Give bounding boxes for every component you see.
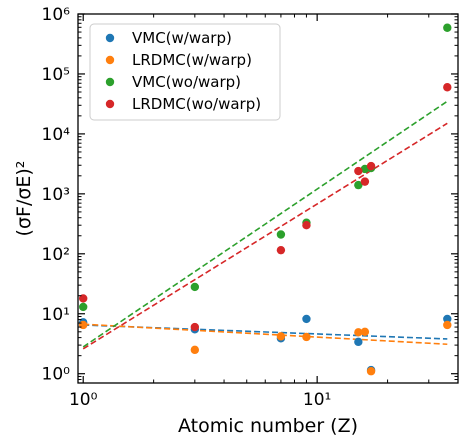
- y-tick-label: 10⁰: [42, 365, 71, 385]
- y-axis-ticks: 10⁰ 10¹ 10² 10³ 10⁴ 10⁵ 10⁶: [42, 5, 458, 385]
- data-point-2-2: [276, 230, 286, 239]
- legend: VMC(w/warp) LRDMC(w/warp) VMC(wo/warp) LRDM…: [89, 23, 281, 121]
- y-tick-label: 10⁵: [42, 65, 70, 85]
- x-axis-ticks: 10⁰ 10¹: [69, 14, 459, 410]
- y-tick-label: 10⁴: [42, 125, 71, 145]
- fit-line-1: [83, 323, 448, 346]
- data-point-3-1: [190, 322, 200, 332]
- legend-marker-3: [105, 99, 115, 109]
- x-tick-label: 10¹: [303, 390, 331, 410]
- legend-label-1: LRDMC(w/warp): [132, 51, 252, 69]
- legend-label-0: VMC(w/warp): [132, 29, 232, 47]
- y-tick-label: 10¹: [42, 305, 70, 325]
- legend-label-2: VMC(wo/warp): [132, 73, 241, 91]
- legend-marker-1: [105, 55, 115, 65]
- data-point-2-7: [443, 23, 452, 32]
- data-point-3-3: [302, 221, 311, 230]
- fit-line-3: [82, 122, 448, 350]
- data-point-3-4: [354, 166, 363, 176]
- fit-line-2: [82, 100, 448, 348]
- data-point-0-3: [302, 314, 311, 324]
- legend-box: [89, 23, 281, 121]
- data-point-2-4: [354, 180, 363, 190]
- data-point-1-2: [276, 332, 286, 341]
- fit-line-0: [83, 324, 448, 340]
- data-point-3-7: [443, 83, 452, 92]
- y-tick-label: 10²: [42, 245, 70, 265]
- data-point-2-1: [190, 282, 200, 292]
- legend-marker-0: [105, 33, 115, 43]
- data-point-1-0: [79, 320, 88, 330]
- fit-lines: [82, 100, 448, 350]
- data-point-1-4: [354, 328, 363, 337]
- legend-label-3: LRDMC(wo/warp): [132, 95, 261, 113]
- x-axis-label: Atomic number (Z): [178, 415, 358, 437]
- y-tick-label: 10⁶: [42, 5, 71, 25]
- y-tick-label: 10³: [42, 185, 70, 205]
- data-point-3-5: [360, 177, 370, 186]
- data-point-1-6: [366, 367, 376, 376]
- y-axis-label: (σF/σE)²: [13, 161, 35, 237]
- data-point-2-0: [79, 302, 88, 312]
- data-point-1-3: [302, 332, 311, 342]
- data-point-3-2: [276, 245, 286, 255]
- x-tick-label: 10⁰: [69, 390, 98, 410]
- data-point-3-0: [79, 294, 88, 303]
- data-point-1-1: [190, 345, 200, 355]
- data-point-0-6: [443, 314, 452, 324]
- data-point-1-5: [360, 327, 370, 337]
- data-point-1-7: [443, 320, 452, 330]
- data-point-3-6: [366, 161, 376, 171]
- legend-marker-2: [105, 77, 115, 87]
- plot-frame: [77, 13, 459, 384]
- data-point-0-4: [354, 337, 363, 347]
